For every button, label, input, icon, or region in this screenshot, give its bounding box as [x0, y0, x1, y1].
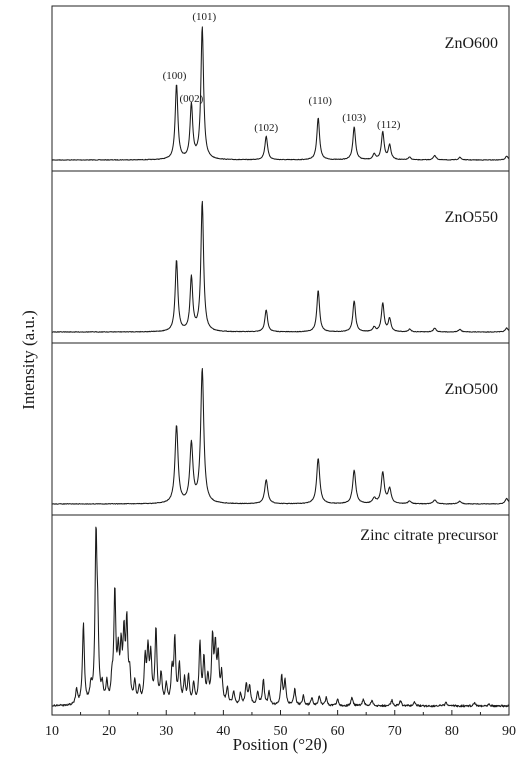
series-line-3: [51, 526, 510, 708]
hkl-label-4: (110): [308, 95, 332, 107]
x-tick-label-4: 50: [274, 724, 288, 739]
hkl-label-6: (112): [377, 119, 401, 131]
x-tick-label-3: 40: [216, 724, 230, 739]
trace-layer: [51, 26, 510, 708]
y-axis-title: Intensity (a.u.): [19, 310, 38, 410]
panel-dividers: [52, 170, 509, 516]
series-label-1: ZnO550: [445, 209, 498, 226]
panel-labels: ZnO600 ZnO550 ZnO500 Zinc citrate precursor: [360, 35, 498, 544]
hkl-label-3: (102): [254, 122, 278, 134]
series-line-1: [51, 200, 510, 333]
series-line-0: [51, 26, 510, 161]
x-axis-title: Position (°2θ): [233, 735, 328, 754]
x-axis-ticks: [51, 710, 510, 715]
x-tick-label-2: 30: [159, 724, 173, 739]
x-tick-label-0: 10: [45, 724, 59, 739]
x-tick-label-6: 70: [388, 724, 402, 739]
x-tick-label-1: 20: [102, 724, 116, 739]
x-tick-label-8: 90: [502, 724, 516, 739]
x-axis-tick-labels: 10 20 30 40 50 60 70 80 90: [45, 724, 516, 739]
x-tick-label-5: 60: [331, 724, 345, 739]
series-label-2: ZnO500: [445, 381, 498, 398]
hkl-label-2: (101): [192, 11, 216, 23]
x-tick-label-7: 80: [445, 724, 459, 739]
hkl-label-5: (103): [342, 112, 366, 124]
hkl-label-0: (100): [163, 70, 187, 82]
hkl-annotations: (100) (002) (101) (102) (110) (103) (112): [163, 11, 401, 134]
series-line-2: [51, 368, 510, 505]
series-label-3: Zinc citrate precursor: [360, 527, 498, 544]
hkl-label-1: (002): [179, 93, 203, 105]
series-label-0: ZnO600: [445, 35, 498, 52]
